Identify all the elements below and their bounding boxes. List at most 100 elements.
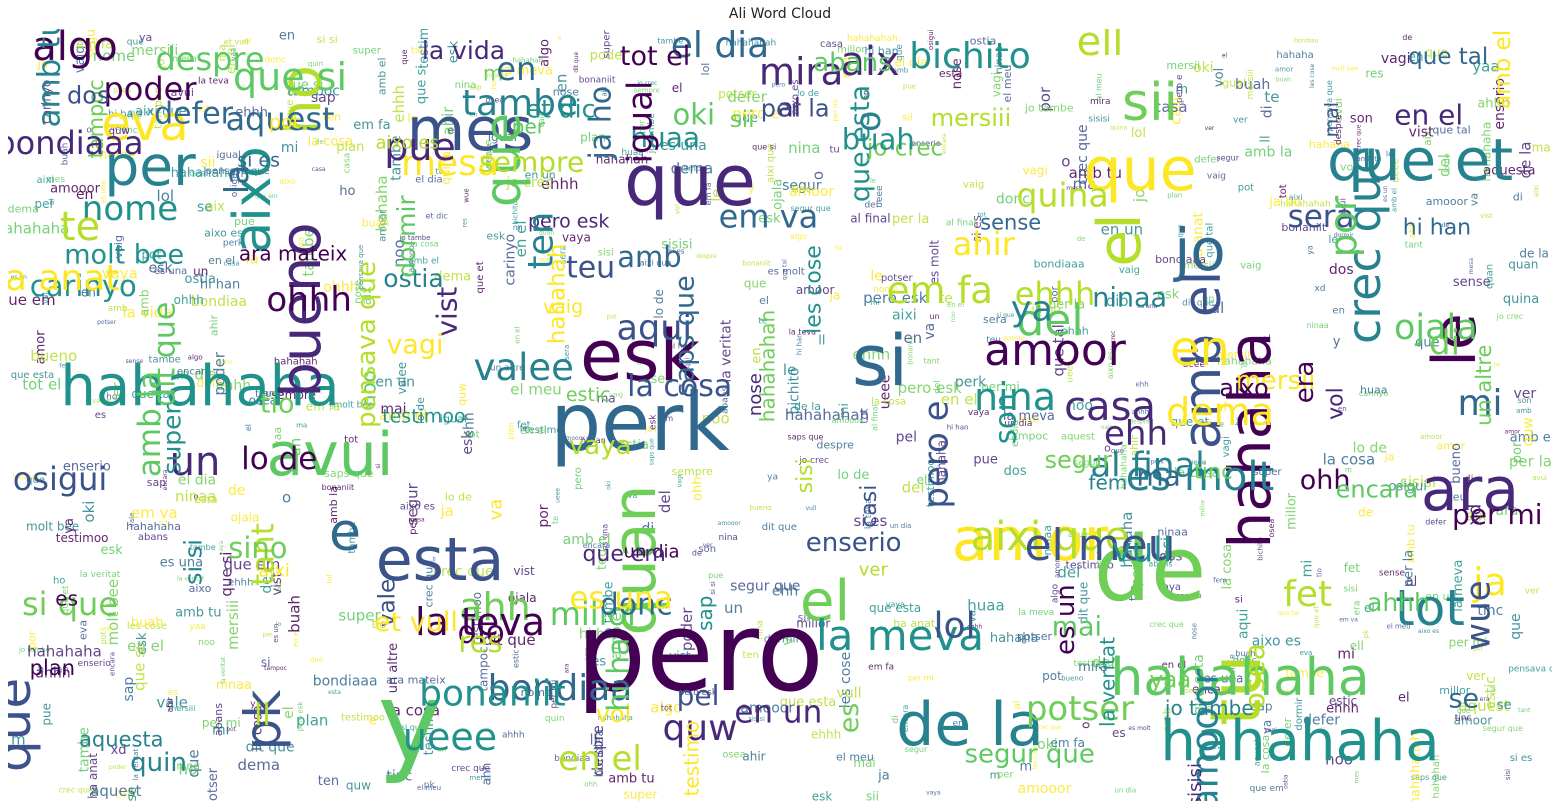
cloud-word-small: carinyo [503, 234, 519, 286]
cloud-word-small: per mi [550, 680, 560, 709]
cloud-word-small: un altre [386, 643, 401, 693]
cloud-word-small: va [922, 323, 938, 340]
cloud-word-small: amb el [563, 532, 611, 548]
cloud-word-small: que et [475, 261, 486, 293]
cloud-word: crec que [1337, 146, 1391, 344]
cloud-word-small: aqui [1235, 609, 1251, 639]
cloud-word-small: bondiaa [1294, 37, 1318, 44]
cloud-word: mi [1457, 383, 1502, 424]
cloud-word: en [496, 50, 536, 88]
cloud-word-small: tambe [657, 36, 683, 45]
cloud-word: em va [719, 197, 819, 235]
cloud-word: ara [1421, 455, 1519, 525]
cloud-word-small: dos [1004, 464, 1027, 479]
cloud-word-small: ehhh [811, 728, 841, 742]
cloud-word: pel [677, 679, 720, 712]
cloud-word-small: di [891, 715, 901, 723]
cloud-word-small: quin [545, 714, 565, 724]
cloud-word: la vida [422, 36, 505, 65]
cloud-word-small: jo crec [798, 456, 829, 466]
cloud-word-small: en el [224, 44, 238, 74]
cloud-word-small: el meu [1001, 65, 1014, 103]
cloud-word-small: ja [829, 288, 841, 302]
cloud-word-small: hahahahah [726, 38, 777, 48]
cloud-word-small: jo crec [1110, 330, 1117, 351]
cloud-word-small: es una [600, 524, 609, 551]
cloud-word-small: dit que [573, 51, 580, 72]
cloud-word: la teva [415, 600, 545, 644]
cloud-word-small: testimoo [341, 712, 385, 723]
cloud-word: et dic [526, 94, 596, 123]
cloud-word-small: el meu [510, 381, 562, 399]
cloud-word-small: hahahahah [1409, 732, 1424, 801]
cloud-word-small: ahir [439, 106, 457, 136]
cloud-word: ll [254, 698, 271, 733]
cloud-word-small: el dia [1010, 420, 1021, 447]
cloud-word-small: ja ho [1268, 195, 1301, 210]
cloud-word: hahahaha [60, 354, 339, 419]
cloud-word-small: el [1261, 333, 1271, 346]
cloud-word: amor [952, 505, 1109, 575]
cloud-word-small: ll [590, 732, 598, 748]
cloud-word-small: se [125, 787, 140, 801]
cloud-word-small: nose [553, 85, 579, 98]
cloud-word: que si [233, 55, 347, 99]
cloud-word-small: son [1350, 112, 1373, 127]
cloud-word: huaa [630, 121, 700, 154]
cloud-word-small: es una [660, 138, 707, 154]
cloud-word-small: es molt [927, 240, 941, 285]
cloud-word-small: pot [1473, 645, 1483, 652]
cloud-word-small: ya [62, 518, 77, 534]
cloud-word-small: dormir [1002, 335, 1025, 343]
cloud-word-small: al [1215, 400, 1227, 415]
cloud-word: res [458, 625, 502, 659]
cloud-word-small: jo tambe [18, 646, 50, 654]
cloud-word-small: se [197, 200, 213, 216]
cloud-word: fet [1283, 574, 1332, 615]
cloud-word-small: per [408, 517, 419, 535]
cloud-word-small: hahahaha [598, 714, 633, 722]
cloud-word-small: amoor [789, 184, 834, 200]
cloud-word-small: defer [727, 88, 767, 106]
cloud-word-small: que si [130, 646, 148, 691]
cloud-word-small: nina [788, 139, 820, 157]
cloud-word-small: el [281, 706, 297, 719]
cloud-word-small: perk [1150, 459, 1164, 466]
cloud-word-small: per [997, 769, 1015, 780]
cloud-word: per [512, 115, 546, 139]
cloud-word: enserio [806, 528, 902, 558]
cloud-word-small: esk [486, 229, 505, 242]
cloud-word-small: tot [344, 434, 358, 445]
cloud-word: noo [357, 370, 381, 407]
cloud-word-small: amb la [1244, 144, 1292, 160]
cloud-word-small: oki [1193, 60, 1214, 76]
cloud-word-small: sap [469, 83, 482, 91]
cloud-word-small: pero esk [863, 289, 928, 307]
cloud-word-small: un [724, 599, 743, 617]
cloud-word-small: perk [955, 374, 987, 390]
cloud-word-small: amb tu [175, 606, 221, 621]
cloud-word-small: fet [517, 420, 531, 431]
cloud-word-small: per [638, 119, 647, 133]
cloud-word-small: nina [718, 533, 737, 543]
cloud-word: avui [267, 420, 394, 490]
cloud-word-small: aix [1421, 129, 1434, 146]
cloud-word-small: encara [941, 133, 948, 154]
cloud-word-small: ueee [1065, 360, 1075, 383]
cloud-word-small: molt bee [104, 579, 122, 646]
cloud-word-small: algo [1051, 583, 1061, 603]
cloud-word-small: encara [177, 366, 211, 377]
cloud-word-small: aquest [1068, 530, 1095, 539]
cloud-word-small: hahahahah [171, 166, 244, 181]
cloud-word-small: ahir [165, 696, 174, 712]
cloud-word: es [834, 703, 865, 734]
cloud-word-small: que [895, 44, 905, 61]
cloud-word: potser [1026, 689, 1134, 729]
cloud-word: aquesta [79, 727, 163, 751]
cloud-word-small: si es [970, 215, 984, 242]
cloud-word-small: le [870, 268, 883, 284]
cloud-word-small: quina [1503, 292, 1539, 307]
cloud-word-small: es un [272, 624, 280, 643]
cloud-word-small: hi han [581, 436, 606, 445]
cloud-word-small: vaig [1240, 260, 1261, 271]
